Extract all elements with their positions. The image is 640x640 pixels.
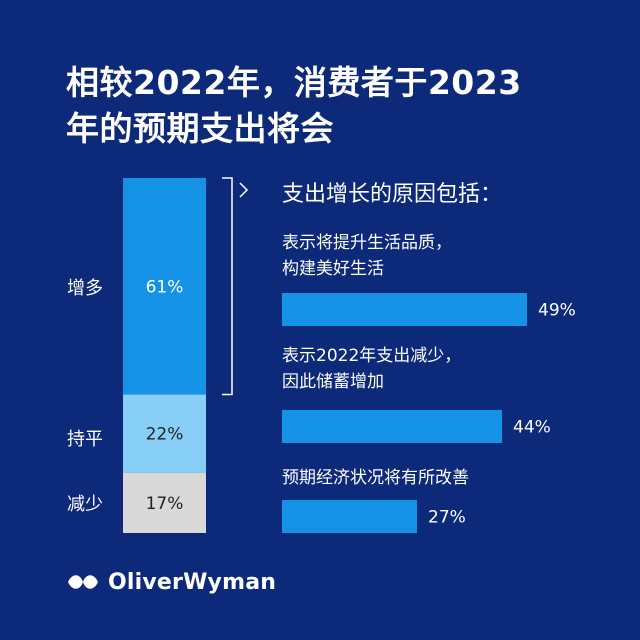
reason-label-1-line-1: 表示将提升生活品质，	[282, 233, 452, 253]
reason-label-2: 表示2022年支出减少， 因此储蓄增加	[282, 343, 461, 395]
page-title: 相较2022年，消费者于2023 年的预期支出将会	[66, 60, 522, 152]
reason-label-2-line-2: 因此储蓄增加	[282, 372, 384, 392]
reason-value-label-3: 27%	[428, 508, 466, 528]
oliver-wyman-logo-icon	[68, 575, 98, 589]
reason-bar-1	[282, 293, 527, 326]
reason-label-1-line-2: 构建美好生活	[282, 259, 384, 279]
stacked-value-label-decrease: 17%	[146, 494, 184, 514]
stacked-segment-increase	[123, 178, 206, 395]
category-label-increase: 增多	[67, 278, 103, 299]
brand-name: OliverWyman	[108, 569, 277, 595]
reason-label-1: 表示将提升生活品质， 构建美好生活	[282, 230, 452, 282]
brand-logo: OliverWyman	[66, 567, 276, 597]
stacked-value-label-flat: 22%	[146, 425, 184, 445]
reason-value-label-2: 44%	[513, 418, 551, 438]
title-line-1: 相较2022年，消费者于2023	[66, 63, 522, 102]
reason-bar-3	[282, 500, 417, 533]
stacked-segment-flat	[123, 394, 206, 473]
reason-bar-2	[282, 410, 502, 443]
category-label-decrease: 减少	[67, 494, 103, 515]
category-label-flat: 持平	[67, 429, 103, 450]
bracket-chevron	[239, 182, 249, 198]
reason-label-3-line-1: 预期经济状况将有所改善	[282, 468, 469, 488]
stacked-value-label-increase: 61%	[146, 277, 184, 297]
reasons-heading: 支出增长的原因包括：	[282, 182, 503, 207]
reason-label-3: 预期经济状况将有所改善	[282, 465, 469, 491]
reason-value-label-1: 49%	[538, 301, 576, 321]
bracket-line	[222, 177, 233, 396]
stacked-segment-decrease	[123, 472, 206, 533]
title-line-2: 年的预期支出将会	[66, 109, 334, 148]
reason-label-2-line-1: 表示2022年支出减少，	[282, 346, 462, 366]
